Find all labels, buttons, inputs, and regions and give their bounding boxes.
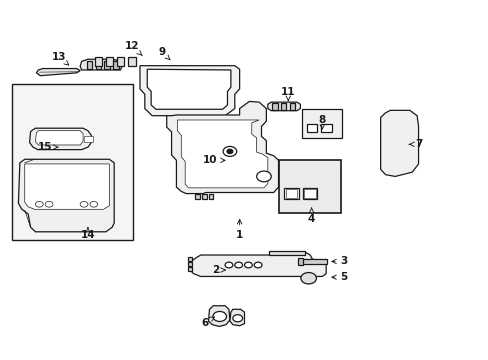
Polygon shape (35, 131, 83, 145)
Bar (306, 124, 317, 132)
Bar (84, 136, 93, 143)
Polygon shape (25, 164, 109, 209)
Polygon shape (140, 66, 239, 116)
Text: 5: 5 (331, 272, 347, 282)
Bar (96, 62, 101, 68)
Bar (302, 188, 317, 199)
Bar (128, 58, 135, 66)
Bar (195, 194, 200, 199)
Text: 7: 7 (408, 139, 422, 149)
Bar (187, 257, 192, 261)
Bar (208, 194, 213, 199)
Polygon shape (147, 69, 230, 109)
Circle shape (90, 202, 98, 207)
Circle shape (223, 147, 236, 157)
Bar (104, 62, 110, 68)
Polygon shape (36, 68, 80, 76)
Bar (272, 103, 277, 110)
Bar (113, 62, 118, 68)
Text: 3: 3 (331, 256, 347, 266)
Circle shape (35, 202, 43, 207)
Circle shape (234, 262, 242, 268)
Polygon shape (191, 252, 325, 276)
Text: 12: 12 (124, 41, 142, 56)
Polygon shape (30, 128, 91, 150)
Bar (281, 103, 286, 110)
Bar (301, 109, 341, 138)
Text: 15: 15 (38, 142, 58, 152)
Text: 8: 8 (318, 115, 325, 129)
Polygon shape (208, 306, 229, 327)
Bar (289, 103, 294, 110)
Circle shape (232, 315, 242, 322)
Bar (117, 58, 124, 66)
Polygon shape (166, 102, 278, 194)
Text: 14: 14 (81, 228, 95, 240)
Bar (321, 124, 331, 132)
Text: 2: 2 (211, 265, 225, 275)
Bar (268, 251, 305, 255)
Circle shape (80, 202, 88, 207)
Bar (87, 62, 92, 68)
Bar (201, 194, 206, 199)
Bar (284, 188, 298, 199)
Polygon shape (267, 102, 300, 111)
Bar (278, 160, 340, 213)
Text: 11: 11 (281, 87, 295, 100)
Text: 4: 4 (307, 208, 315, 224)
Circle shape (300, 273, 316, 284)
Circle shape (224, 262, 232, 268)
Circle shape (256, 171, 271, 182)
Text: 1: 1 (236, 220, 243, 240)
Text: 10: 10 (203, 156, 224, 165)
Text: 13: 13 (51, 52, 68, 65)
Bar (304, 189, 315, 198)
Bar (187, 262, 192, 266)
Text: 9: 9 (158, 47, 170, 60)
Bar (95, 58, 102, 66)
Bar (187, 267, 192, 271)
Circle shape (212, 311, 226, 321)
Bar (301, 259, 326, 264)
Circle shape (226, 149, 232, 154)
Text: 6: 6 (201, 317, 214, 328)
Bar (106, 58, 113, 66)
Bar (285, 189, 297, 198)
Circle shape (254, 262, 262, 268)
Polygon shape (19, 159, 114, 232)
Polygon shape (380, 111, 418, 176)
Polygon shape (80, 59, 122, 70)
Circle shape (244, 262, 252, 268)
Bar (12, 84, 132, 240)
Bar (297, 258, 302, 265)
Circle shape (45, 202, 53, 207)
Polygon shape (229, 309, 244, 326)
Polygon shape (177, 120, 267, 188)
